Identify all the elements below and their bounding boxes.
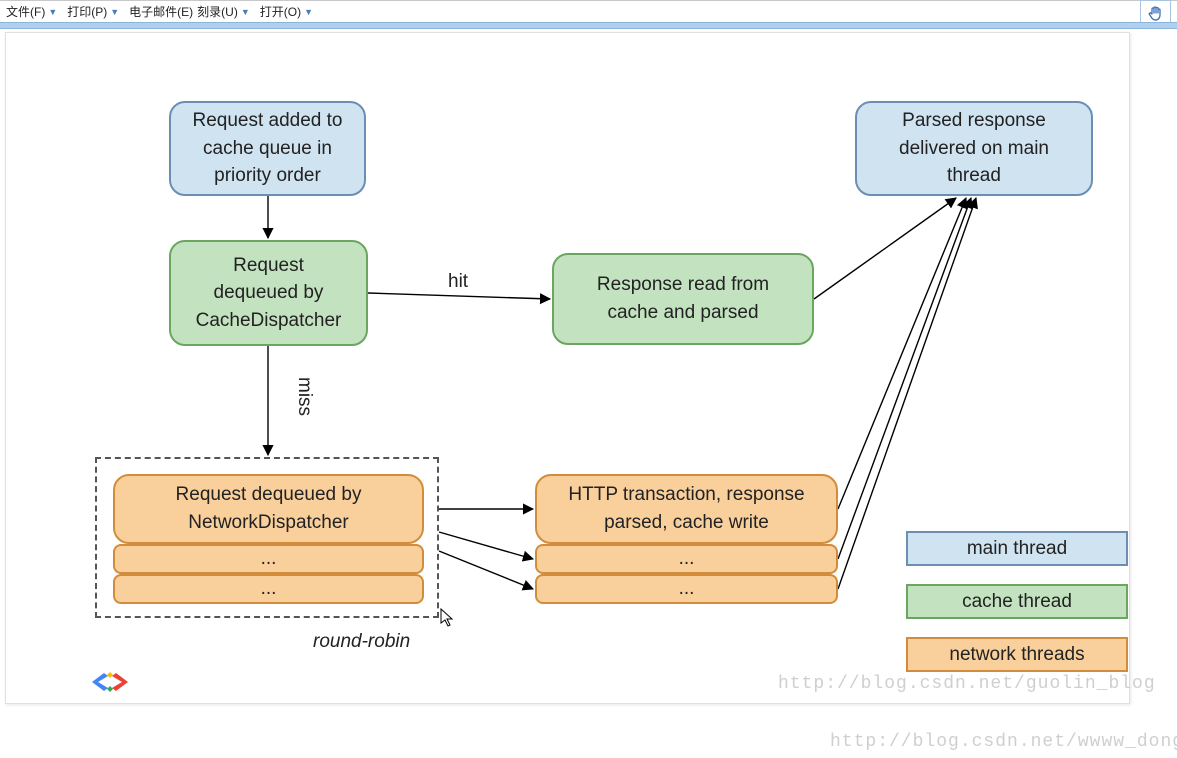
menu-burn-label: 刻录(U) (197, 3, 238, 20)
menu-burn[interactable]: 刻录(U)▼ (197, 3, 256, 20)
legend-main-thread: main thread (906, 531, 1128, 566)
menu-file-label: 文件(F) (6, 3, 45, 20)
chevron-down-icon: ▼ (110, 7, 119, 17)
menu-open-label: 打开(O) (260, 3, 301, 20)
watermark-inner: http://blog.csdn.net/guolin_blog (778, 674, 1156, 694)
menu-print-label: 打印(P) (67, 3, 107, 20)
stack-right-2: ... (535, 574, 838, 604)
node-request-added: Request added tocache queue inpriority o… (169, 101, 366, 196)
node-parsed-response: Parsed responsedelivered on mainthread (855, 101, 1093, 196)
menu-email-label: 电子邮件(E) (129, 3, 193, 20)
menubar: 文件(F)▼ 打印(P)▼ 电子邮件(E) 刻录(U)▼ 打开(O)▼ (0, 0, 1177, 22)
node-response-from-cache: Response read fromcache and parsed (552, 253, 814, 345)
menu-open[interactable]: 打开(O)▼ (260, 3, 319, 20)
legend-network-threads: network threads (906, 637, 1128, 672)
chevron-down-icon: ▼ (304, 7, 313, 17)
stack-left-1: ... (113, 544, 424, 574)
edge-label-hit: hit (448, 271, 468, 293)
menu-email[interactable]: 电子邮件(E) (129, 3, 193, 20)
legend-cache-thread: cache thread (906, 584, 1128, 619)
chevron-down-icon: ▼ (48, 7, 57, 17)
edge-label-miss: miss (293, 377, 315, 416)
chevron-down-icon: ▼ (241, 7, 250, 17)
stack-left-2: ... (113, 574, 424, 604)
caption-round-robin: round-robin (313, 631, 410, 653)
stack-right-1: ... (535, 544, 838, 574)
diagram-canvas: Request added tocache queue inpriority o… (38, 79, 1133, 709)
toolbar-separator (0, 22, 1177, 29)
google-developers-icon (90, 665, 130, 699)
menu-print[interactable]: 打印(P)▼ (67, 3, 125, 20)
node-network-dispatcher: Request dequeued byNetworkDispatcher (113, 474, 424, 544)
hand-icon (1146, 4, 1166, 24)
node-http-transaction: HTTP transaction, responseparsed, cache … (535, 474, 838, 544)
menu-file[interactable]: 文件(F)▼ (6, 3, 63, 20)
watermark-outer: http://blog.csdn.net/wwww_dong (830, 732, 1177, 752)
node-cache-dispatcher: Requestdequeued byCacheDispatcher (169, 240, 368, 346)
